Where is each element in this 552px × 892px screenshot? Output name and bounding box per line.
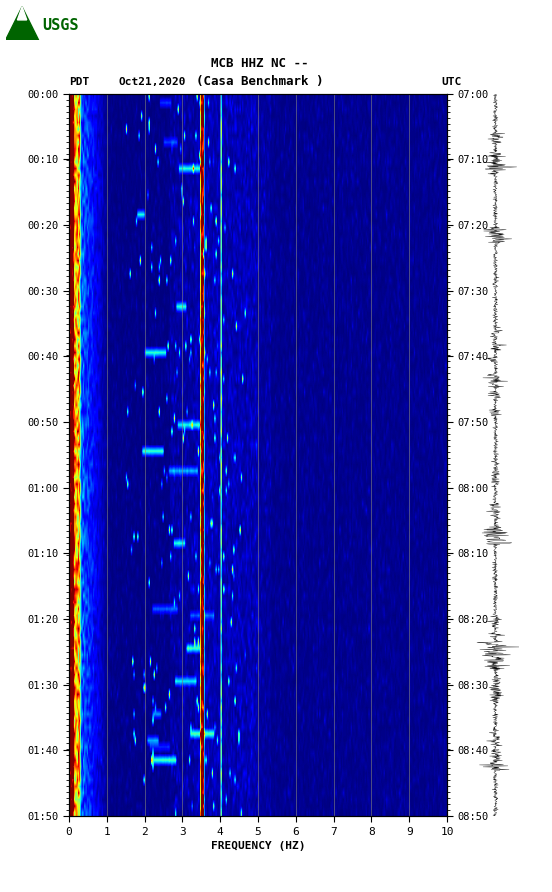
Polygon shape <box>6 7 39 40</box>
Text: (Casa Benchmark ): (Casa Benchmark ) <box>196 75 323 88</box>
Polygon shape <box>18 7 26 20</box>
Text: PDT: PDT <box>69 77 89 87</box>
Text: Oct21,2020: Oct21,2020 <box>119 77 186 87</box>
Text: UTC: UTC <box>442 77 462 87</box>
Text: MCB HHZ NC --: MCB HHZ NC -- <box>211 56 308 70</box>
X-axis label: FREQUENCY (HZ): FREQUENCY (HZ) <box>211 841 305 851</box>
Text: USGS: USGS <box>42 19 78 33</box>
